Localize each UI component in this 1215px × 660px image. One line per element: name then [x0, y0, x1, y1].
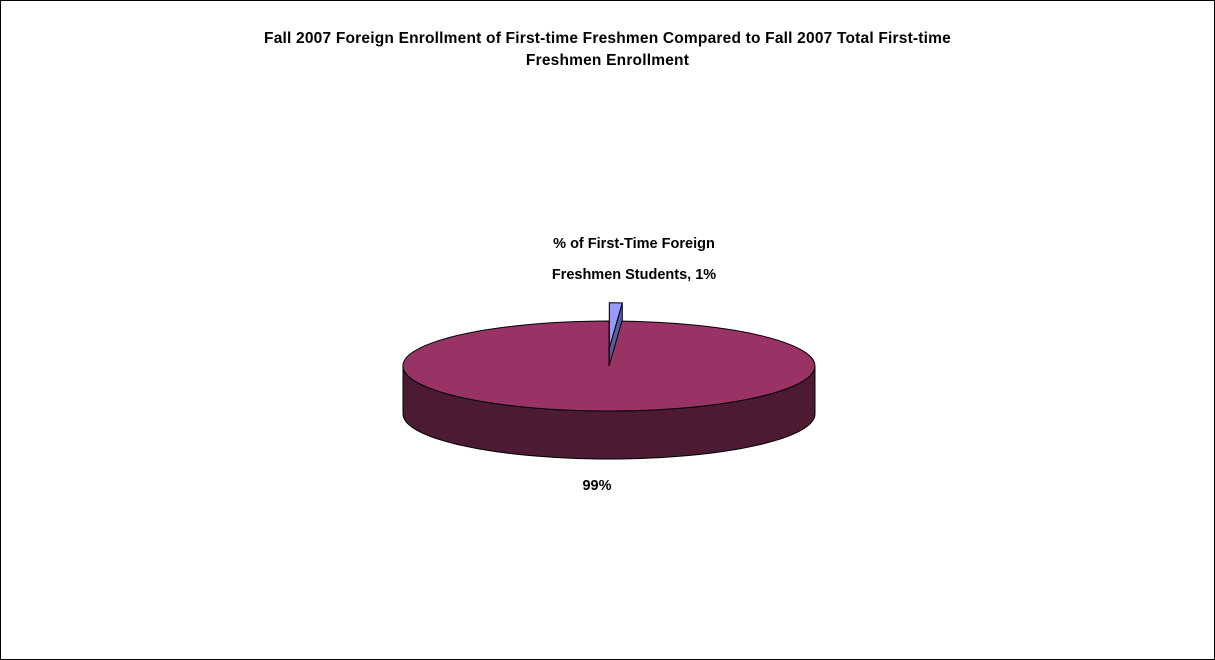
chart-title-line2: Freshmen Enrollment	[525, 52, 690, 69]
pie-labels: % of First-Time Foreign Freshmen Student…	[552, 236, 716, 494]
pie-slice-foreign	[608, 302, 623, 348]
pie-tops	[402, 302, 816, 412]
pie-slice-total	[402, 320, 816, 412]
slice-label-foreign-line1: % of First-Time Foreign	[553, 236, 715, 252]
chart-title: Fall 2007 Foreign Enrollment of First-ti…	[0, 28, 1215, 72]
chart-title-line1: Fall 2007 Foreign Enrollment of First-ti…	[264, 30, 951, 47]
slice-label-foreign-line2: Freshmen Students, 1%	[552, 267, 716, 283]
slice-label-total: 99%	[582, 478, 611, 494]
